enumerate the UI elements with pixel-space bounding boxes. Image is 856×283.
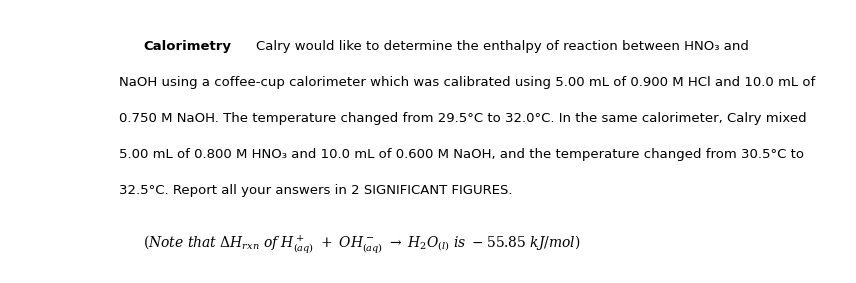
Text: NaOH using a coffee-cup calorimeter which was calibrated using 5.00 mL of 0.900 : NaOH using a coffee-cup calorimeter whic… (119, 76, 815, 89)
Text: $(Note\ that\ \Delta H_{rxn}\ of\ H^+_{(aq)}\ +\ OH^-_{(aq)}\ \rightarrow\ H_2O_: $(Note\ that\ \Delta H_{rxn}\ of\ H^+_{(… (144, 233, 581, 256)
Text: 5.00 mL of 0.800 M HNO₃ and 10.0 mL of 0.600 M NaOH, and the temperature changed: 5.00 mL of 0.800 M HNO₃ and 10.0 mL of 0… (119, 148, 804, 161)
Text: 32.5°C. Report all your answers in 2 SIGNIFICANT FIGURES.: 32.5°C. Report all your answers in 2 SIG… (119, 184, 513, 197)
Text: 0.750 M NaOH. The temperature changed from 29.5°C to 32.0°C. In the same calorim: 0.750 M NaOH. The temperature changed fr… (119, 112, 806, 125)
Text: Calorimetry: Calorimetry (144, 40, 231, 53)
Text: Calry would like to determine the enthalpy of reaction between HNO₃ and: Calry would like to determine the enthal… (256, 40, 749, 53)
